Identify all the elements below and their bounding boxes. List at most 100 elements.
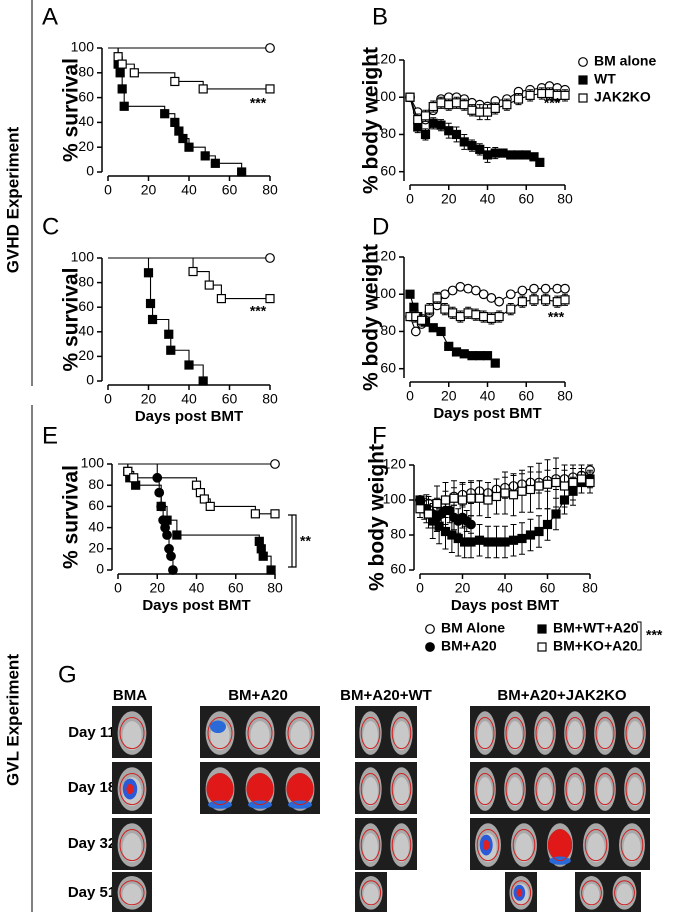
marker <box>541 295 551 305</box>
marker <box>420 111 431 121</box>
marker <box>170 117 180 128</box>
mouse-shade <box>363 833 378 863</box>
roi-circle <box>625 772 645 806</box>
y-tick-label: 40 <box>88 518 104 534</box>
marker <box>191 480 202 490</box>
roi-circle <box>207 716 233 750</box>
significance-bracket <box>288 514 297 568</box>
y-tick-label: 80 <box>88 476 104 492</box>
marker <box>525 90 535 100</box>
x-tick-label: 60 <box>222 391 238 407</box>
marker <box>265 43 275 53</box>
roi-circle <box>360 828 381 862</box>
marker <box>265 293 275 304</box>
image-background <box>470 762 650 814</box>
row-label: Day 18 <box>68 779 116 796</box>
y-tick-label: 120 <box>383 456 407 472</box>
marker <box>463 308 473 318</box>
marker <box>254 536 264 546</box>
x-tick-label: 40 <box>181 391 197 407</box>
marker <box>475 107 485 117</box>
marker <box>513 150 524 160</box>
y-tick-label: 20 <box>78 138 94 154</box>
mouse-shade <box>583 883 600 906</box>
mouse-shade <box>567 777 583 807</box>
marker <box>451 129 462 140</box>
roi-circle <box>584 828 608 862</box>
marker <box>467 141 477 151</box>
marker <box>490 358 500 368</box>
marker <box>160 109 170 119</box>
roi-circle <box>614 880 635 906</box>
marker <box>551 477 561 488</box>
x-axis-label: Days post BMT <box>433 405 541 422</box>
marker <box>506 150 516 160</box>
marker <box>250 509 260 519</box>
marker <box>483 495 493 505</box>
y-tick-label: 0 <box>96 561 104 577</box>
mouse-shade <box>394 777 409 807</box>
column-label: BMA <box>113 687 147 704</box>
marker <box>560 90 570 100</box>
legend-marker <box>425 624 435 634</box>
marker <box>448 308 458 318</box>
x-tick-label: 0 <box>406 388 414 404</box>
annotation: *** <box>544 95 561 111</box>
marker <box>162 515 172 525</box>
roi-circle <box>287 716 313 750</box>
marker <box>459 349 469 359</box>
legend-label: WT <box>594 71 616 87</box>
y-tick-label: 100 <box>81 455 105 471</box>
x-tick-label: 20 <box>141 182 157 198</box>
annotation: *** <box>548 309 565 325</box>
x-tick-label: 20 <box>455 580 471 596</box>
mouse-shade <box>250 721 270 751</box>
marker <box>474 535 485 545</box>
marker <box>154 487 165 498</box>
marker <box>459 137 469 147</box>
row-label: Day 11 <box>68 724 116 741</box>
marker <box>534 526 544 537</box>
marker <box>170 76 180 87</box>
roi-circle <box>360 772 381 806</box>
row-label: Day 51 <box>68 884 116 901</box>
y-tick-label: 100 <box>383 491 407 507</box>
marker <box>178 133 188 144</box>
marker <box>168 565 178 575</box>
marker <box>265 84 275 94</box>
panel-label: D <box>372 213 389 240</box>
roi-circle <box>119 772 145 806</box>
mouse-shade <box>597 777 613 807</box>
marker <box>436 120 446 130</box>
marker <box>119 101 129 111</box>
marker <box>432 293 442 303</box>
marker <box>117 59 127 69</box>
roi-circle <box>247 716 273 750</box>
marker <box>467 105 477 115</box>
marker <box>482 107 493 117</box>
x-tick-label: 80 <box>557 191 573 207</box>
marker <box>568 477 578 488</box>
x-tick-label: 60 <box>222 182 238 198</box>
roi-circle <box>510 880 532 906</box>
marker <box>517 486 527 496</box>
side-label: GVHD Experiment <box>3 126 22 273</box>
roi-circle <box>535 716 555 750</box>
marker <box>205 501 215 511</box>
mouse-shade <box>515 833 533 863</box>
marker <box>131 480 141 490</box>
marker <box>145 298 156 309</box>
image-background <box>470 706 650 758</box>
x-tick-label: 60 <box>540 580 556 596</box>
mouse-shade <box>122 833 142 863</box>
marker <box>428 101 438 112</box>
marker <box>199 494 209 504</box>
y-tick-label: 120 <box>373 51 397 67</box>
column-label: BM+A20 <box>228 687 288 704</box>
roi-circle <box>476 828 500 862</box>
y-tick-label: 100 <box>373 88 397 104</box>
x-tick-label: 40 <box>181 182 197 198</box>
signal <box>246 773 274 805</box>
marker <box>188 266 198 277</box>
marker <box>143 268 154 278</box>
